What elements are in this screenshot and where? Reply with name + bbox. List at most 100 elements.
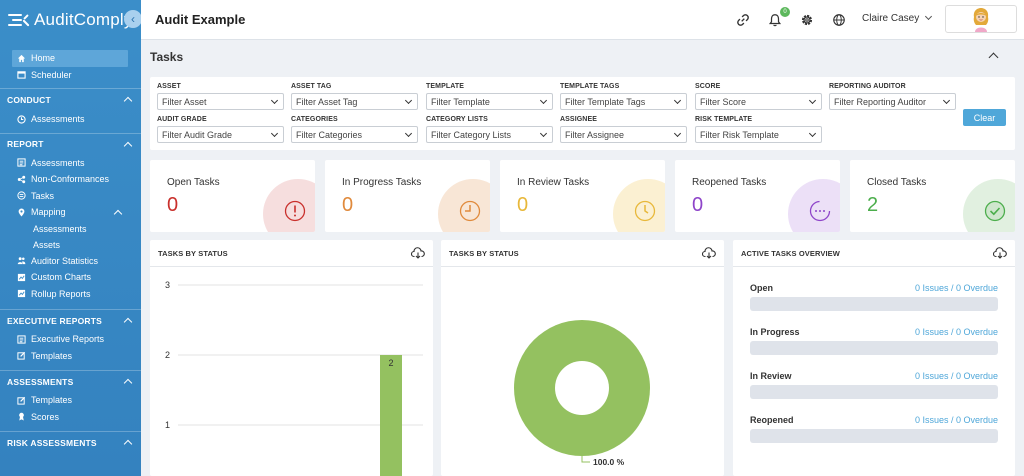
stat-card-in-review[interactable]: In Review Tasks 0 (500, 160, 665, 232)
download-icon[interactable] (992, 247, 1007, 259)
app-logo[interactable]: AuditComply (0, 0, 141, 40)
globe-icon[interactable] (831, 12, 847, 28)
section-conduct[interactable]: CONDUCT (0, 88, 141, 110)
filter-audit-grade-select[interactable]: Filter Audit Grade (157, 126, 284, 143)
sidebar-subitem-mapping-assets[interactable]: Assets (0, 237, 141, 253)
filter-label: TEMPLATE (426, 83, 465, 90)
overview-label: Reopened (750, 415, 794, 425)
pie-data-label: 100.0 % (593, 457, 625, 467)
filter-template: TEMPLATE Filter Template (426, 83, 553, 110)
notification-badge: 0 (780, 7, 790, 17)
sidebar-item-rollup-reports[interactable]: Rollup Reports (0, 286, 141, 303)
filter-placeholder: Filter Risk Template (700, 129, 779, 140)
panel-header: TASKS BY STATUS (441, 240, 724, 267)
sidebar-item-mapping[interactable]: Mapping (0, 204, 141, 221)
section-assessments[interactable]: ASSESSMENTS (0, 370, 141, 392)
top-bar: Audit Example 0 Claire Casey (141, 0, 1024, 40)
sidebar-subitem-mapping-assessments[interactable]: Assessments (0, 221, 141, 237)
section-report[interactable]: REPORT (0, 132, 141, 155)
filter-template-tags-select[interactable]: Filter Template Tags (560, 93, 687, 110)
chevron-up-icon[interactable] (988, 52, 999, 63)
panel-title: ACTIVE TASKS OVERVIEW (741, 248, 840, 258)
section-title: EXECUTIVE REPORTS (7, 315, 103, 326)
stat-card-open[interactable]: Open Tasks 0 (150, 160, 315, 232)
section-risk-assessments[interactable]: RISK ASSESSMENTS (0, 431, 141, 453)
stat-card-reopened[interactable]: Reopened Tasks 0 (675, 160, 840, 232)
app-logo-text: AuditComply (34, 10, 133, 29)
list-icon (16, 158, 26, 168)
clear-filters-button[interactable]: Clear (963, 109, 1006, 126)
sidebar-item-label: Assessments (33, 223, 87, 234)
sidebar-item-scheduler[interactable]: Scheduler (0, 67, 141, 84)
sidebar-item-custom-charts[interactable]: Custom Charts (0, 269, 141, 286)
panel-title: TASKS BY STATUS (158, 248, 228, 258)
donut-hole (555, 361, 609, 415)
sidebar-item-conduct-assessments[interactable]: Assessments (0, 111, 141, 128)
progress-icon (459, 200, 481, 222)
overview-row-in-progress: In Progress 0 Issues / 0 Overdue (750, 327, 998, 355)
sidebar-item-executive-reports[interactable]: Executive Reports (0, 331, 141, 348)
panel-header: TASKS BY STATUS (150, 240, 433, 267)
filter-category-lists-select[interactable]: Filter Category Lists (426, 126, 553, 143)
user-menu[interactable]: Claire Casey (862, 13, 920, 24)
logo-icon (8, 13, 30, 27)
filter-asset: ASSET Filter Asset (157, 83, 284, 110)
sidebar-item-report-assessments[interactable]: Assessments (0, 155, 141, 172)
sidebar-item-label: Assessments (31, 157, 85, 168)
sidebar-item-scores[interactable]: Scores (0, 409, 141, 426)
sidebar-item-non-conformances[interactable]: Non-Conformances (0, 171, 141, 188)
download-icon[interactable] (701, 247, 716, 259)
filter-template-select[interactable]: Filter Template (426, 93, 553, 110)
chevron-up-icon (123, 96, 133, 106)
overview-label: In Review (750, 371, 792, 381)
stat-value: 0 (167, 194, 179, 216)
stat-card-closed[interactable]: Closed Tasks 2 (850, 160, 1015, 232)
avatar[interactable] (945, 5, 1017, 33)
filter-assignee-select[interactable]: Filter Assignee (560, 126, 687, 143)
filter-placeholder: Filter Template Tags (565, 96, 646, 107)
bar-chart-panel: TASKS BY STATUS 1 2 3 2 (150, 240, 433, 476)
overview-value-link[interactable]: 0 Issues / 0 Overdue (914, 283, 998, 293)
filter-categories-select[interactable]: Filter Categories (291, 126, 418, 143)
chevron-up-icon (123, 317, 133, 327)
filter-placeholder: Filter Audit Grade (162, 129, 233, 140)
alert-icon (284, 200, 306, 222)
bell-icon (768, 13, 782, 27)
filter-placeholder: Filter Asset Tag (296, 96, 358, 107)
filter-reporting-auditor-select[interactable]: Filter Reporting Auditor (829, 93, 956, 110)
filter-label: REPORTING AUDITOR (829, 83, 906, 90)
section-executive-reports[interactable]: EXECUTIVE REPORTS (0, 309, 141, 331)
sidebar-item-home[interactable]: Home (12, 50, 128, 67)
stat-label: In Review Tasks (517, 177, 590, 188)
sidebar-item-label: Templates (31, 395, 73, 406)
overview-row-in-review: In Review 0 Issues / 0 Overdue (750, 371, 998, 399)
stat-card-in-progress[interactable]: In Progress Tasks 0 (325, 160, 490, 232)
overview-value-link[interactable]: 0 Issues / 0 Overdue (914, 415, 998, 425)
sidebar-item-tasks[interactable]: Tasks (0, 188, 141, 205)
chevron-left-icon: ‹ (131, 12, 135, 26)
link-icon[interactable] (735, 12, 751, 28)
sidebar-item-assessment-templates[interactable]: Templates (0, 392, 141, 409)
map-pin-icon (16, 207, 26, 217)
filter-label: TEMPLATE TAGS (560, 83, 620, 90)
filter-placeholder: Filter Reporting Auditor (834, 96, 927, 107)
check-icon (984, 200, 1006, 222)
filter-score-select[interactable]: Filter Score (695, 93, 822, 110)
nodes-icon (16, 174, 26, 184)
stat-label: Closed Tasks (867, 177, 927, 188)
collapse-sidebar-button[interactable]: ‹ (124, 10, 141, 28)
filter-risk-template-select[interactable]: Filter Risk Template (695, 126, 822, 143)
sidebar-item-executive-templates[interactable]: Templates (0, 348, 141, 365)
download-icon[interactable] (410, 247, 425, 259)
filter-asset-select[interactable]: Filter Asset (157, 93, 284, 110)
filter-asset-tag-select[interactable]: Filter Asset Tag (291, 93, 418, 110)
gear-icon[interactable] (799, 12, 815, 28)
overview-value-link[interactable]: 0 Issues / 0 Overdue (914, 371, 998, 381)
sidebar-item-label: Auditor Statistics (31, 255, 99, 266)
chevron-down-icon[interactable] (924, 12, 933, 21)
filter-reporting-auditor: REPORTING AUDITOR Filter Reporting Audit… (829, 83, 956, 110)
notifications-button[interactable]: 0 (767, 7, 790, 28)
calendar-icon (16, 70, 26, 80)
sidebar-item-auditor-statistics[interactable]: Auditor Statistics (0, 253, 141, 270)
overview-value-link[interactable]: 0 Issues / 0 Overdue (914, 327, 998, 337)
